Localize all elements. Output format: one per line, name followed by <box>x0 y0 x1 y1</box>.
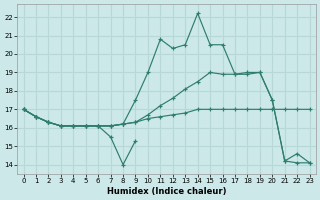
X-axis label: Humidex (Indice chaleur): Humidex (Indice chaleur) <box>107 187 226 196</box>
